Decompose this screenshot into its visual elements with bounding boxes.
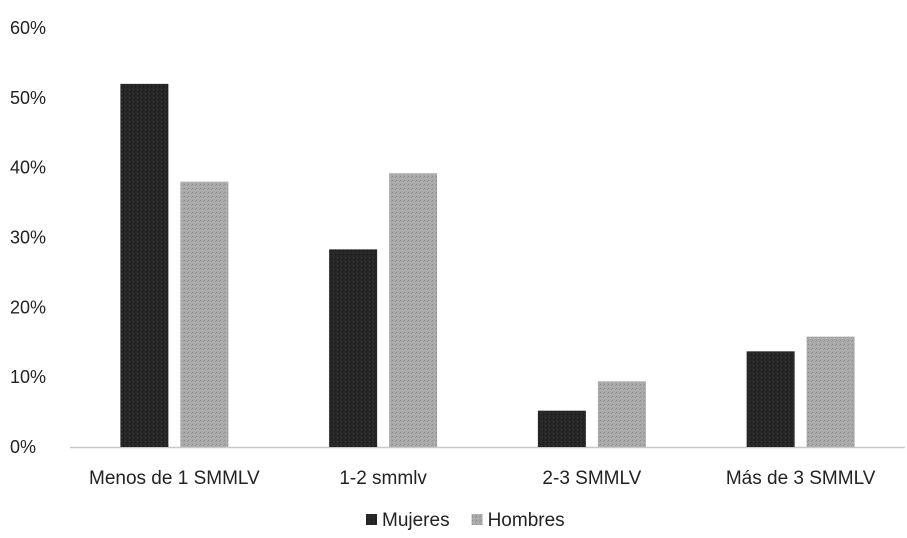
bar-series — [120, 83, 855, 447]
y-tick-label: 0% — [10, 437, 36, 457]
y-tick-label: 40% — [10, 158, 46, 178]
bar-hombres-3 — [806, 336, 855, 447]
bar-hombres-2 — [597, 381, 646, 447]
bar-mujeres-2 — [537, 410, 586, 447]
y-tick-label: 60% — [10, 18, 46, 38]
bar-hombres-0 — [180, 181, 229, 447]
legend: Mujeres Hombres — [366, 510, 565, 531]
x-category-label: Más de 3 SMMLV — [726, 468, 876, 489]
legend-swatch-hombres — [471, 514, 483, 525]
x-category-label: 2-3 SMMLV — [542, 468, 641, 489]
y-tick-label: 10% — [10, 367, 46, 387]
legend-label-mujeres: Mujeres — [382, 510, 450, 531]
bar-mujeres-3 — [746, 351, 795, 447]
bar-mujeres-1 — [329, 249, 378, 447]
y-tick-label: 30% — [10, 228, 46, 248]
y-tick-label: 20% — [10, 297, 46, 317]
bar-hombres-1 — [389, 173, 438, 447]
x-axis-category-labels: Menos de 1 SMMLV 1-2 smmlv 2-3 SMMLV Más de… — [89, 468, 876, 489]
y-tick-label: 50% — [10, 88, 46, 108]
legend-swatch-mujeres — [366, 514, 377, 525]
x-category-label: 1-2 smmlv — [339, 468, 427, 489]
y-axis-tick-labels: 0% 10% 20% 30% 40% 50% 60% — [10, 18, 46, 457]
legend-label-hombres: Hombres — [488, 510, 565, 531]
x-category-label: Menos de 1 SMMLV — [89, 468, 260, 489]
bar-mujeres-0 — [120, 83, 169, 447]
